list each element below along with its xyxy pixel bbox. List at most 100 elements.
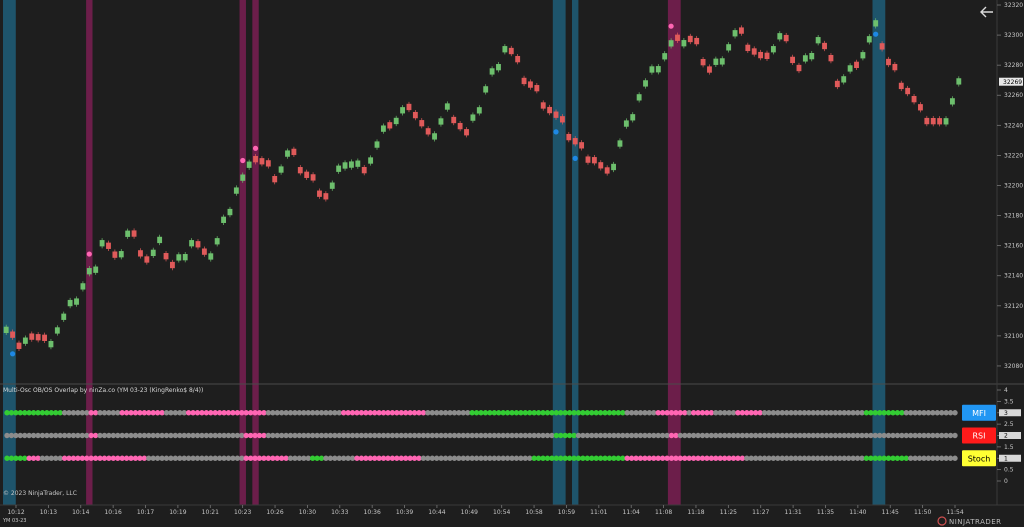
osc-dot xyxy=(88,455,94,461)
osc-dot xyxy=(934,410,940,416)
candle-down xyxy=(700,58,706,66)
copyright-text: © 2023 NinjaTrader, LLC xyxy=(3,490,77,497)
osc-dot xyxy=(177,432,183,439)
osc-dot xyxy=(4,432,10,439)
osc-dot xyxy=(752,455,759,461)
osc-dot xyxy=(695,455,701,461)
osc-dot xyxy=(75,410,81,416)
osc-dot xyxy=(544,455,551,461)
osc-dot xyxy=(398,455,404,461)
osc-dot xyxy=(305,455,311,461)
osc-dot xyxy=(837,455,843,461)
osc-dot xyxy=(132,455,139,461)
time-tick-label: 10:21 xyxy=(202,509,219,516)
osc-dot xyxy=(283,410,289,416)
osc-dot xyxy=(916,410,923,416)
osc-dot xyxy=(704,410,710,416)
candle-down xyxy=(822,42,827,50)
osc-dot xyxy=(699,432,706,439)
osc-dot xyxy=(146,455,152,461)
osc-dot xyxy=(53,455,59,461)
osc-dot xyxy=(274,455,280,461)
osc-dot xyxy=(527,432,533,439)
osc-dot xyxy=(57,455,63,461)
osc-dot xyxy=(518,455,524,461)
candle-up xyxy=(444,103,450,110)
osc-dot xyxy=(775,455,781,461)
osc-dot xyxy=(252,455,258,461)
candle-up xyxy=(393,117,399,125)
osc-dot xyxy=(398,432,404,439)
osc-level-tag-label: 3 xyxy=(1004,410,1008,417)
osc-dot xyxy=(225,432,232,439)
osc-dot xyxy=(801,432,808,439)
osc-dot xyxy=(806,410,812,416)
osc-dot xyxy=(761,410,768,416)
osc-dot xyxy=(345,432,351,439)
osc-dot xyxy=(256,455,263,461)
osc-dot xyxy=(775,410,781,416)
osc-dot xyxy=(234,455,241,461)
candle-down xyxy=(751,48,757,55)
candle-down xyxy=(106,242,111,249)
osc-dot xyxy=(908,455,914,461)
candle-up xyxy=(841,76,847,83)
osc-dot xyxy=(70,432,77,439)
osc-dot xyxy=(101,455,108,461)
candle-up xyxy=(623,120,629,127)
osc-dot xyxy=(208,432,214,439)
osc-dot xyxy=(239,410,245,416)
osc-dot xyxy=(225,455,232,461)
candle-down xyxy=(579,142,585,149)
osc-dot xyxy=(154,432,161,439)
osc-dot xyxy=(349,410,356,416)
back-button[interactable] xyxy=(978,4,996,20)
osc-dot xyxy=(17,432,23,439)
candle-down xyxy=(886,58,891,66)
candle-up xyxy=(815,37,821,44)
osc-dot xyxy=(274,432,280,439)
candle-up xyxy=(355,160,361,167)
osc-dot xyxy=(380,455,387,461)
osc-dot xyxy=(832,410,839,416)
osc-dot xyxy=(686,455,692,461)
candle-up xyxy=(636,94,642,101)
time-tick-label: 10:19 xyxy=(169,509,186,516)
osc-dot xyxy=(199,410,205,416)
osc-dot xyxy=(522,455,528,461)
osc-dot xyxy=(305,410,311,416)
osc-dot xyxy=(894,410,901,416)
osc-dot xyxy=(318,432,325,439)
time-tick-label: 10:49 xyxy=(461,509,478,516)
candle-up xyxy=(380,125,386,132)
osc-dot xyxy=(203,432,210,439)
osc-dot xyxy=(141,432,148,439)
candle-down xyxy=(534,85,540,92)
osc-dot xyxy=(854,432,861,439)
osc-dot xyxy=(881,410,887,416)
osc-dot xyxy=(181,455,187,461)
price-grid xyxy=(0,0,1024,506)
osc-dot xyxy=(438,432,444,439)
osc-dot xyxy=(407,455,413,461)
osc-dot xyxy=(345,455,351,461)
candle-down xyxy=(540,102,546,109)
osc-dot xyxy=(885,410,892,416)
osc-dot xyxy=(651,410,657,416)
osc-dot xyxy=(340,432,347,439)
osc-dot xyxy=(416,432,422,439)
osc-dot xyxy=(624,410,630,416)
osc-dot xyxy=(757,455,763,461)
osc-dot xyxy=(212,455,218,461)
osc-dot xyxy=(13,455,19,461)
osc-dot xyxy=(571,410,577,416)
osc-dot xyxy=(327,455,334,461)
osc-dot xyxy=(699,410,706,416)
osc-dot xyxy=(491,455,497,461)
osc-dot xyxy=(792,432,799,439)
candle-down xyxy=(291,148,297,156)
instrument-label: YM 03-23 xyxy=(2,518,27,524)
candle-down xyxy=(918,104,923,111)
candle-down xyxy=(598,162,604,169)
candle-up xyxy=(732,30,738,37)
